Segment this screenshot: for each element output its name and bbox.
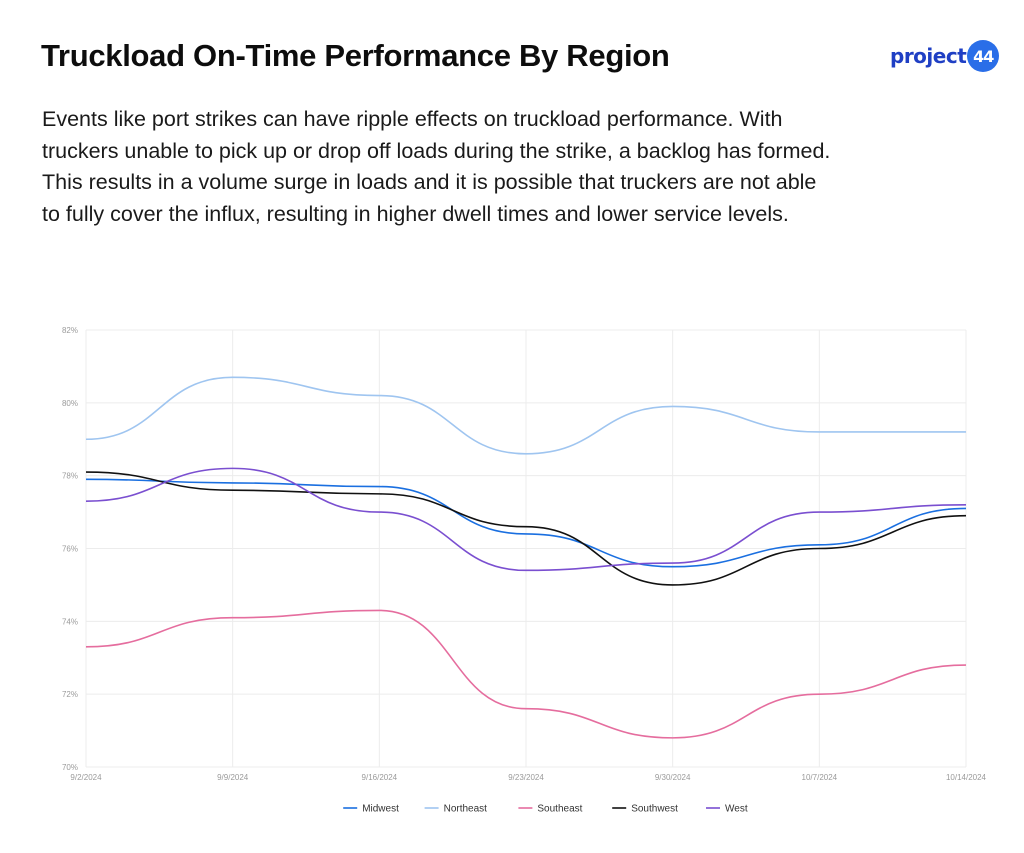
series-line-southeast	[85, 609, 967, 739]
legend-label-southwest: Southwest	[631, 804, 678, 815]
x-tick-label: 9/23/2024	[508, 773, 544, 782]
y-tick-label: 76%	[62, 545, 78, 554]
y-tick-label: 74%	[62, 617, 78, 626]
series-line-northeast	[85, 376, 966, 455]
series-line-west	[85, 467, 967, 572]
y-tick-label: 72%	[62, 690, 78, 699]
y-tick-label: 70%	[62, 763, 78, 772]
y-tick-label: 80%	[62, 399, 78, 408]
x-tick-label: 9/16/2024	[362, 773, 398, 782]
logo-wordmark: project	[890, 44, 967, 68]
legend-label-southeast: Southeast	[537, 804, 582, 815]
x-tick-label: 9/30/2024	[655, 773, 691, 782]
legend-label-northeast: Northeast	[444, 804, 488, 815]
series-line-midwest	[85, 478, 967, 568]
page-title: Truckload On-Time Performance By Region	[41, 38, 670, 73]
legend-label-midwest: Midwest	[362, 804, 399, 815]
description-paragraph: Events like port strikes can have ripple…	[42, 107, 831, 226]
logo-badge: 44	[967, 40, 1000, 72]
legend-label-west: West	[725, 804, 748, 815]
x-tick-label: 9/2/2024	[70, 773, 102, 782]
x-tick-label: 9/9/2024	[217, 773, 249, 782]
project44-logo: project 44	[890, 40, 1000, 72]
y-tick-label: 82%	[62, 326, 78, 335]
x-tick-label: 10/14/2024	[946, 773, 987, 782]
series-line-southwest	[85, 471, 967, 586]
x-tick-label: 10/7/2024	[802, 773, 838, 782]
y-tick-label: 78%	[62, 472, 78, 481]
